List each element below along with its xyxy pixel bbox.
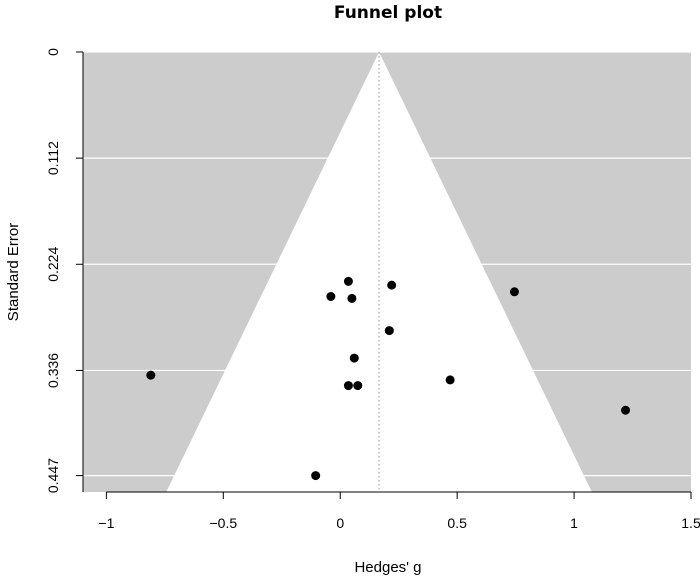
data-point-0: [343, 276, 353, 286]
data-point-5: [384, 326, 394, 336]
x-tick-label-3: 0.5: [447, 515, 467, 531]
y-tick-label-3: 0.336: [45, 353, 61, 388]
x-axis-label: Hedges' g: [354, 559, 421, 576]
data-point-12: [311, 471, 321, 481]
data-point-3: [326, 291, 336, 301]
x-tick-label-4: 1: [570, 515, 578, 531]
y-tick-label-1: 0.112: [45, 141, 61, 175]
x-tick-label-0: −1: [98, 515, 114, 531]
y-tick-label-2: 0.224: [45, 247, 61, 282]
data-point-1: [387, 280, 397, 290]
y-tick-label-4: 0.447: [45, 458, 61, 493]
x-tick-label-1: −0.5: [209, 515, 237, 531]
chart-title: Funnel plot: [334, 3, 442, 23]
plot-area: 0 0.112 0.224 0.336 0.447 −1 −0.5 0 0.5 1 1.5: [45, 48, 700, 531]
data-point-9: [343, 381, 353, 391]
data-point-6: [349, 353, 359, 363]
y-tick-label-0: 0: [45, 48, 61, 56]
x-tick-label-2: 0: [336, 515, 344, 531]
y-axis-label: Standard Error: [5, 223, 22, 321]
data-point-11: [621, 405, 631, 415]
data-point-10: [353, 381, 363, 391]
data-point-8: [445, 375, 455, 385]
data-point-7: [146, 370, 156, 380]
data-point-2: [509, 287, 519, 297]
data-point-4: [347, 293, 357, 303]
x-tick-label-5: 1.5: [681, 515, 700, 531]
